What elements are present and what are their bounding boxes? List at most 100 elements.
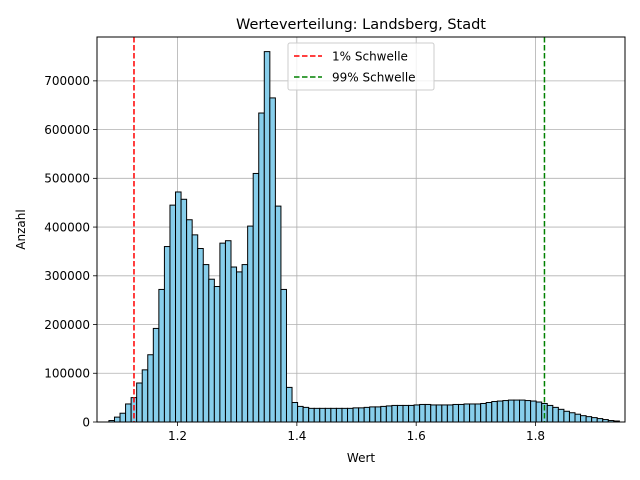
histogram-bar	[496, 400, 504, 423]
histogram-bar	[241, 264, 249, 423]
histogram-bar	[163, 246, 171, 423]
histogram-bar	[147, 354, 154, 423]
histogram-bar	[502, 400, 509, 423]
y-tick-label: 500000	[44, 172, 90, 186]
y-axis-title: Anzahl	[14, 209, 28, 249]
histogram-bar	[297, 405, 304, 423]
histogram-bar	[568, 412, 576, 423]
chart-title: Werteverteilung: Landsberg, Stadt	[236, 17, 486, 33]
histogram-bar	[546, 404, 554, 423]
y-tick-label: 600000	[44, 123, 90, 137]
histogram-bar	[435, 404, 443, 423]
x-tick-label: 1.6	[407, 429, 426, 443]
y-tick-label: 100000	[44, 367, 90, 381]
y-axis-ticks: 0 100000 200000 300000 400000 500000 600000 700…	[44, 74, 97, 429]
histogram-bar	[452, 403, 459, 423]
histogram-bar	[513, 399, 521, 423]
histogram-bar	[424, 403, 432, 423]
histogram-bar	[374, 406, 382, 423]
histogram-bar	[441, 404, 448, 423]
histogram-bar	[391, 404, 398, 423]
y-tick-label: 700000	[44, 74, 90, 88]
histogram-bar	[413, 404, 421, 423]
histogram-bar	[519, 399, 526, 423]
histogram-bar	[402, 404, 410, 423]
histogram-bar	[324, 407, 332, 423]
histogram-bar	[152, 327, 160, 423]
histogram-bar	[535, 401, 543, 423]
histogram-bar	[446, 404, 454, 423]
histogram-bar	[213, 286, 221, 423]
reference-lines	[133, 37, 546, 422]
histogram-bar	[113, 416, 121, 423]
histogram-bar	[585, 416, 593, 423]
histogram-bar	[285, 386, 293, 423]
histogram-bar	[474, 403, 482, 423]
legend-label-99pct: 99% Schwelle	[332, 71, 416, 85]
histogram-bar	[530, 400, 537, 423]
y-tick-label: 0	[82, 415, 90, 429]
histogram-bar	[524, 400, 532, 423]
histogram-bar	[280, 288, 287, 423]
histogram-bar	[319, 407, 326, 423]
histogram-bar	[230, 266, 238, 423]
y-tick-label: 400000	[44, 220, 90, 234]
y-tick-label: 200000	[44, 318, 90, 332]
histogram-bar	[480, 402, 487, 423]
histogram-bar	[258, 112, 265, 423]
histogram-bar	[335, 407, 343, 423]
histogram-bar	[596, 418, 604, 423]
histogram-bar	[224, 240, 232, 423]
histogram-bar	[119, 412, 127, 423]
histogram-bar	[269, 97, 276, 423]
histogram-bar	[141, 369, 149, 423]
histogram-bar	[363, 406, 371, 423]
histogram-bar	[219, 242, 226, 423]
histogram-bar	[191, 234, 199, 423]
histogram-bar	[380, 405, 387, 423]
y-tick-label: 300000	[44, 269, 90, 283]
histogram-bar	[552, 406, 559, 423]
histogram-bar	[419, 403, 426, 423]
histogram-bar	[247, 225, 254, 423]
histogram-bar	[136, 382, 143, 423]
legend: 1% Schwelle 99% Schwelle	[287, 42, 435, 91]
histogram-bar	[125, 403, 132, 423]
histogram-bar	[169, 204, 177, 423]
histogram-bar	[485, 402, 493, 423]
histogram-bar	[369, 406, 376, 423]
histogram-bar	[274, 205, 282, 423]
histogram-bar	[430, 404, 437, 423]
histogram-bar	[330, 407, 337, 423]
histogram-bar	[263, 51, 271, 423]
histogram-bar	[469, 403, 476, 423]
histogram-bar	[208, 278, 215, 423]
x-axis-ticks: 1.2 1.4 1.6 1.8	[168, 422, 545, 443]
histogram-bar	[563, 410, 570, 423]
histogram-bar	[491, 401, 498, 423]
histogram-bar	[236, 271, 243, 423]
histogram-bar	[291, 402, 299, 423]
histogram-bar	[574, 413, 582, 423]
histogram-bar	[385, 405, 393, 423]
histogram-bar	[463, 403, 471, 423]
histogram-bar	[186, 219, 193, 423]
histogram-bar	[313, 407, 321, 423]
histogram-bar	[396, 404, 404, 423]
legend-label-1pct: 1% Schwelle	[332, 50, 408, 64]
x-tick-label: 1.2	[168, 429, 187, 443]
histogram-bar	[341, 407, 349, 423]
histogram-bar	[408, 404, 415, 423]
histogram-bar	[457, 403, 465, 423]
histogram-bar	[197, 248, 204, 423]
histogram-bar	[202, 264, 210, 423]
histogram-bar	[252, 172, 260, 423]
histogram-bar	[557, 408, 565, 423]
x-tick-label: 1.8	[526, 429, 545, 443]
histogram-bar	[175, 191, 182, 423]
histogram-bar	[180, 198, 188, 423]
histogram-bar	[302, 406, 310, 423]
legend-box	[287, 42, 435, 91]
histogram-bar	[358, 407, 365, 423]
